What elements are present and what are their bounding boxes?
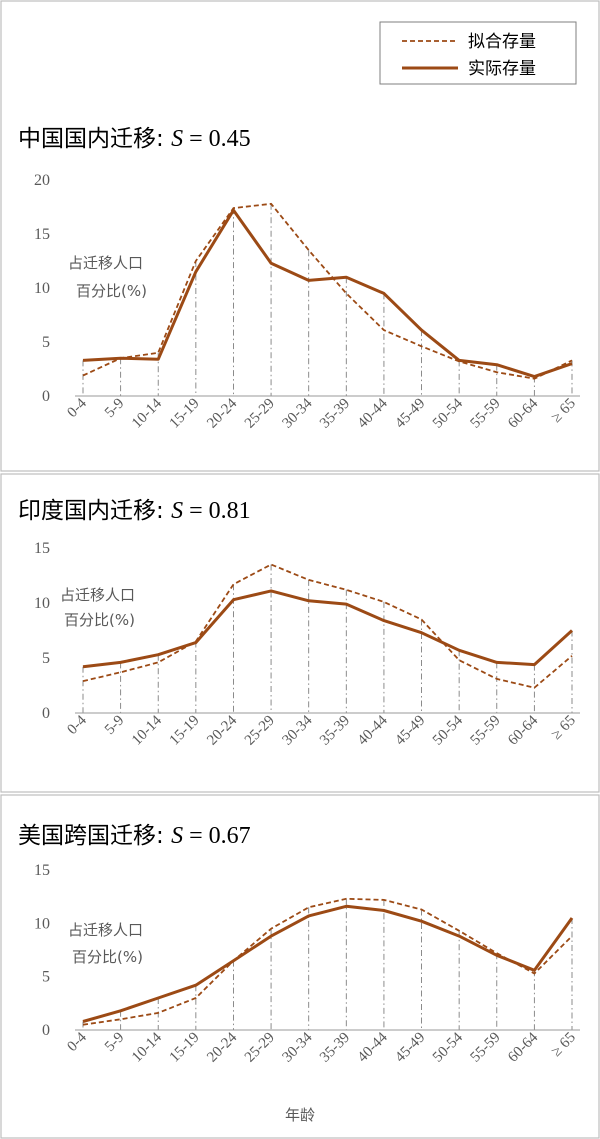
- panel-title-china: 中国国内迁移: S = 0.45: [18, 126, 251, 152]
- x-tick-label: 5-9: [102, 713, 127, 738]
- x-tick-label: 15-19: [167, 713, 203, 749]
- series-line-actual: [82, 589, 574, 669]
- x-tick-label: 25-29: [242, 713, 278, 749]
- x-tick-label: 55-59: [468, 713, 504, 749]
- x-tick-label: 50-54: [430, 1029, 466, 1065]
- y-tick-label: 5: [42, 650, 50, 667]
- x-tick-label: 45-49: [392, 713, 428, 749]
- y-tick-label: 0: [42, 388, 50, 405]
- y-tick-label: 15: [34, 226, 50, 243]
- x-tick-label: 35-39: [317, 396, 353, 432]
- y-tick-label: 15: [34, 862, 50, 879]
- chart-india: 0 5 10 15 0-4 5-9 10-14 15-19 20-24 25-29 30-34 35-…: [34, 540, 580, 749]
- x-tick-label: 20-24: [204, 712, 240, 748]
- y-tick-label: 10: [34, 915, 50, 932]
- ylabel-china-line2: 百分比(%): [76, 282, 147, 300]
- x-tick-label: ≥ 65: [548, 396, 578, 426]
- legend-box: [379, 21, 577, 85]
- x-tick-label: 50-54: [430, 395, 466, 431]
- x-tick-label: 30-34: [279, 712, 315, 748]
- x-tick-label: 5-9: [102, 396, 127, 421]
- x-tick-label: 35-39: [317, 713, 353, 749]
- x-tick-label: 45-49: [392, 1030, 428, 1066]
- x-tick-label: 5-9: [102, 1030, 127, 1055]
- y-tick-label: 10: [34, 595, 50, 612]
- legend-fitted-label: 拟合存量: [468, 32, 536, 52]
- x-tick-label: 25-29: [242, 1030, 278, 1066]
- series-line-fitted: [82, 563, 573, 689]
- y-tick-label: 10: [34, 280, 50, 297]
- panel-frame-usa: [0, 794, 600, 1139]
- x-tick-label: 25-29: [242, 396, 278, 432]
- chart-china: 0 5 10 15 20 0-4 5-9 10-14 15-19 20-24 25-29 30-34 3…: [34, 172, 580, 432]
- ylabel-india-line1: 占迁移人口: [60, 586, 135, 604]
- x-tick-label: 20-24: [204, 1029, 240, 1065]
- x-tick-label: 15-19: [167, 396, 203, 432]
- x-tick-label: 35-39: [317, 1030, 353, 1066]
- ylabel-usa-line2: 百分比(%): [72, 948, 143, 966]
- y-tick-label: 5: [42, 334, 50, 351]
- x-tick-label: 55-59: [468, 1030, 504, 1066]
- x-tick-label: 40-44: [355, 395, 391, 431]
- ylabel-china-line1: 占迁移人口: [68, 254, 143, 272]
- x-tick-label: 60-64: [505, 712, 541, 748]
- y-tick-label: 20: [34, 172, 50, 189]
- series-line-actual: [82, 904, 574, 1023]
- x-tick-label: 10-14: [129, 712, 165, 748]
- x-tick-label: 30-34: [279, 395, 315, 431]
- series-line-fitted: [82, 897, 573, 1026]
- legend: 拟合存量 实际存量: [379, 21, 577, 85]
- x-tick-label: 55-59: [468, 396, 504, 432]
- x-tick-label: 15-19: [167, 1030, 203, 1066]
- y-tick-label: 5: [42, 969, 50, 986]
- x-tick-label: 0-4: [64, 1029, 90, 1055]
- x-tick-label: 0-4: [64, 395, 90, 421]
- x-tick-label: 60-64: [505, 395, 541, 431]
- x-tick-label: 30-34: [279, 1029, 315, 1065]
- panel-frame-india: [0, 473, 600, 793]
- y-tick-label: 0: [42, 1022, 50, 1039]
- series-line-actual: [82, 208, 573, 379]
- x-tick-label: 60-64: [505, 1029, 541, 1065]
- series-line-fitted: [82, 202, 573, 380]
- ylabel-india-line2: 百分比(%): [64, 611, 135, 629]
- panel-title-india: 印度国内迁移: S = 0.81: [18, 498, 251, 524]
- panel-title-usa: 美国跨国迁移: S = 0.67: [18, 823, 251, 849]
- x-tick-label: 10-14: [129, 395, 165, 431]
- x-tick-label: ≥ 65: [548, 1030, 578, 1060]
- panel-frame-china: [0, 0, 600, 472]
- x-tick-label: 50-54: [430, 712, 466, 748]
- x-tick-label: 40-44: [355, 712, 391, 748]
- y-tick-label: 0: [42, 705, 50, 722]
- x-tick-label: ≥ 65: [548, 713, 578, 743]
- ylabel-usa-line1: 占迁移人口: [68, 921, 143, 939]
- x-tick-label: 10-14: [129, 1029, 165, 1065]
- x-tick-label: 45-49: [392, 396, 428, 432]
- y-tick-label: 15: [34, 540, 50, 557]
- x-tick-label: 40-44: [355, 1029, 391, 1065]
- x-tick-label: 20-24: [204, 395, 240, 431]
- legend-actual-label: 实际存量: [468, 59, 536, 79]
- x-axis-label: 年龄: [285, 1106, 315, 1124]
- x-tick-label: 0-4: [64, 712, 90, 738]
